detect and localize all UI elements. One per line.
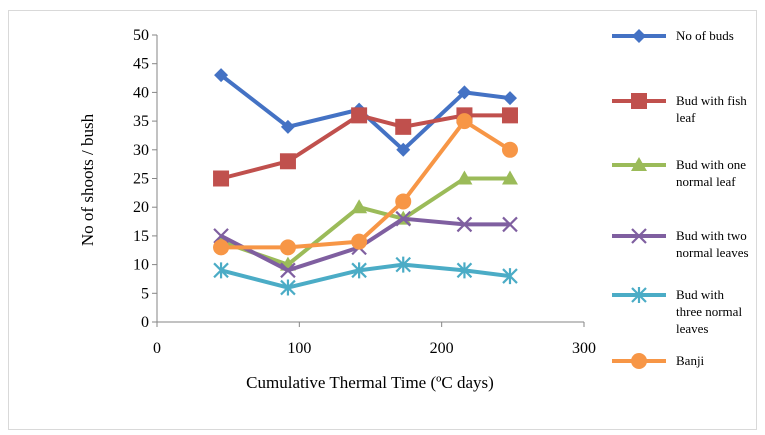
data-point <box>280 119 295 134</box>
data-point <box>501 141 518 158</box>
series-line <box>220 262 511 290</box>
data-point <box>351 262 367 279</box>
legend-marker <box>631 93 647 109</box>
y-axis-title: No of shoots / bush <box>78 113 97 246</box>
x-axis-title: Cumulative Thermal Time (ºC days) <box>246 373 494 392</box>
x-tick-label: 200 <box>430 340 454 357</box>
data-point <box>213 239 230 256</box>
legend-label: Bud with one <box>676 157 746 172</box>
y-tick-label: 25 <box>133 171 149 188</box>
data-point <box>213 170 230 187</box>
legend-item-2: Bud with one normal leaf <box>612 157 746 189</box>
data-point <box>351 107 368 124</box>
data-point <box>456 113 473 130</box>
series-line <box>220 216 510 273</box>
data-point <box>457 85 472 100</box>
legend-label: Bud with fish <box>676 93 747 108</box>
legend-marker <box>631 353 647 369</box>
data-point <box>456 216 473 233</box>
data-point <box>395 118 412 135</box>
legend-label: three normal <box>676 304 742 319</box>
legend-label: Banji <box>676 353 705 368</box>
series-layer <box>213 68 518 296</box>
y-tick-label: 45 <box>133 56 149 73</box>
y-tick-label: 10 <box>133 257 149 274</box>
x-tick-label: 0 <box>153 340 161 357</box>
data-point <box>456 170 473 185</box>
data-point <box>214 68 229 83</box>
legend-label: No of buds <box>676 28 734 43</box>
data-point <box>502 91 517 106</box>
data-point <box>279 239 296 256</box>
y-tick-label: 30 <box>133 142 149 159</box>
y-tick-label: 5 <box>141 285 149 302</box>
data-point <box>279 153 296 170</box>
series-line <box>221 119 512 250</box>
legend-label: Bud with two <box>676 228 747 243</box>
x-tick-label: 100 <box>287 340 311 357</box>
series-5 <box>213 113 518 256</box>
series-line <box>219 73 511 152</box>
legend-item-3: Bud with two normal leaves <box>612 228 749 260</box>
y-tick-label: 20 <box>133 199 149 216</box>
legend: No of buds Bud with fish leaf Bud with one n… <box>612 28 749 369</box>
x-tick-label: 300 <box>572 340 596 357</box>
data-point <box>395 256 412 273</box>
series-line <box>220 176 510 267</box>
legend-label: normal leaves <box>676 245 749 260</box>
data-point <box>395 193 412 210</box>
legend-marker <box>632 29 646 43</box>
y-tick-label: 40 <box>133 84 149 101</box>
data-point <box>502 268 518 285</box>
legend-label: leaf <box>676 110 696 125</box>
data-point <box>456 262 473 279</box>
data-point <box>396 142 411 157</box>
y-tick-label: 35 <box>133 113 149 130</box>
legend-marker <box>631 228 647 244</box>
data-point <box>502 216 518 233</box>
legend-label: normal leaf <box>676 174 736 189</box>
data-point <box>213 262 229 279</box>
series-4 <box>213 256 518 296</box>
legend-item-4: Bud with three normal leaves <box>612 287 742 336</box>
y-tick-label: 0 <box>141 314 149 331</box>
series-1 <box>213 107 518 187</box>
data-point <box>280 279 296 296</box>
legend-item-0: No of buds <box>612 28 734 43</box>
legend-item-1: Bud with fish leaf <box>612 93 747 125</box>
legend-label: leaves <box>676 321 708 336</box>
legend-label: Bud with <box>676 287 725 302</box>
y-tick-label: 15 <box>133 228 149 245</box>
data-point <box>501 107 518 124</box>
data-point <box>501 170 518 185</box>
y-tick-label: 50 <box>133 27 149 44</box>
axes: 0 5 10 15 20 25 30 35 40 45 50 0 100 200 300 <box>133 27 596 357</box>
data-point <box>213 228 229 244</box>
legend-marker <box>631 287 647 303</box>
data-point <box>351 199 368 214</box>
legend-item-5: Banji <box>612 353 705 369</box>
legend-marker <box>631 157 647 171</box>
series-0 <box>214 68 517 157</box>
data-point <box>395 210 412 227</box>
data-point <box>351 233 368 250</box>
data-point <box>280 262 296 279</box>
